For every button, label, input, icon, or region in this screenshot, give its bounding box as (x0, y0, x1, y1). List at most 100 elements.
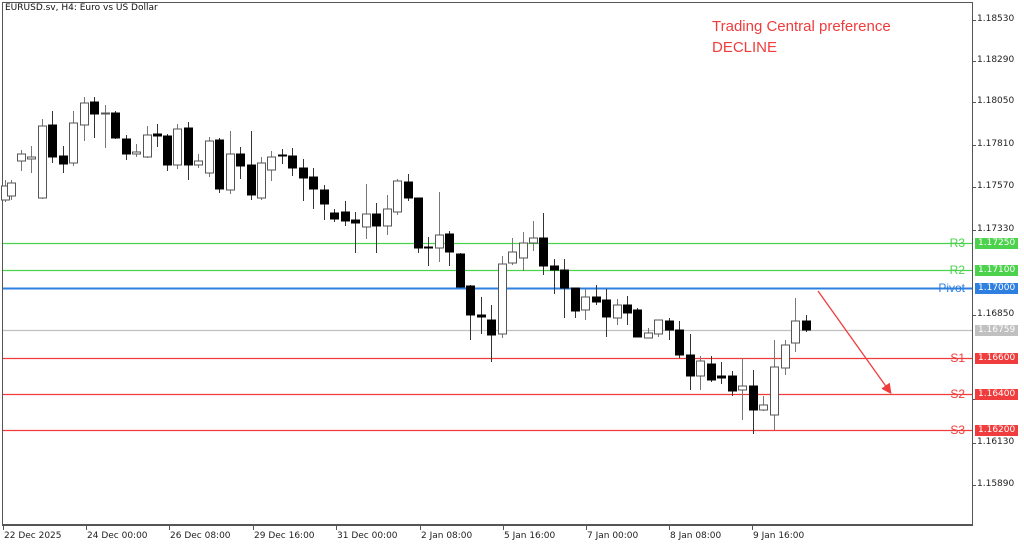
candle (309, 168, 318, 209)
candle (320, 185, 329, 220)
candle (143, 126, 152, 158)
candle (184, 122, 193, 180)
candle (247, 131, 256, 200)
x-axis-tick-label: 2 Jan 08:00 (421, 531, 473, 541)
y-axis-tick-label: 1.17570 (977, 181, 1015, 191)
candle (27, 146, 36, 173)
price-badge-s2: 1.16400 (975, 389, 1018, 400)
y-axis-tick-label: 1.18290 (977, 55, 1015, 65)
candle (299, 159, 308, 201)
candle (163, 134, 172, 171)
candle (539, 213, 548, 275)
x-axis-tick-label: 9 Jan 16:00 (753, 531, 805, 541)
candle (717, 362, 726, 384)
x-axis-tick-label: 5 Jan 16:00 (504, 531, 556, 541)
candle (215, 138, 224, 193)
price-badge-r3: 1.17250 (975, 238, 1018, 249)
price-badge-current: 1.16759 (975, 325, 1018, 336)
price-badge-pivot: 1.17000 (975, 283, 1018, 294)
candle (111, 111, 120, 139)
candle (696, 356, 705, 390)
price-badge-s3: 1.16200 (975, 425, 1018, 436)
x-axis-tick-label: 31 Dec 00:00 (337, 531, 398, 541)
candle (122, 135, 131, 160)
candle (487, 305, 496, 362)
candle (383, 195, 392, 235)
candle (571, 287, 580, 318)
annotation-line-1: Trading Central preference (712, 18, 891, 35)
trading-central-annotation: Trading Central preference DECLINE (712, 16, 891, 58)
candle (654, 319, 663, 337)
candle (288, 148, 297, 176)
level-label-r3: R3 (949, 236, 965, 250)
level-label-s1: S1 (950, 351, 965, 365)
candle (17, 150, 26, 171)
x-axis-tick-label: 7 Jan 00:00 (587, 531, 639, 541)
level-label-r2: R2 (949, 263, 965, 277)
candle (173, 124, 182, 169)
price-badge-r2: 1.17100 (975, 265, 1018, 276)
candle (38, 119, 47, 199)
candle (404, 174, 413, 201)
candle (278, 149, 287, 164)
y-axis-tick-label: 1.16850 (977, 309, 1015, 319)
candle (633, 308, 642, 338)
candle (477, 297, 486, 334)
candle (665, 318, 674, 340)
y-axis-tick-label: 1.17330 (977, 224, 1015, 234)
candle (330, 209, 339, 222)
level-label-pivot: Pivot (938, 281, 965, 295)
chart-plot-area[interactable] (2, 2, 973, 526)
candle (7, 180, 16, 200)
y-axis-tick-label: 1.17810 (977, 139, 1015, 149)
candle (153, 124, 162, 147)
candle (675, 321, 684, 358)
candle (424, 237, 433, 266)
candle (529, 221, 538, 251)
candle (205, 137, 214, 177)
candle (59, 146, 68, 173)
candle (372, 203, 381, 253)
candle (613, 299, 622, 325)
candle (623, 296, 632, 325)
candle (802, 315, 811, 332)
candle (414, 197, 423, 253)
candle (707, 356, 716, 382)
candle (644, 328, 653, 339)
candle (498, 256, 507, 338)
candle (80, 97, 89, 141)
x-axis-tick-label: 29 Dec 16:00 (254, 531, 315, 541)
candle (351, 212, 360, 253)
candle (519, 232, 528, 271)
x-axis-tick-label: 26 Dec 08:00 (170, 531, 231, 541)
price-badge-s1: 1.16600 (975, 353, 1018, 364)
candle (435, 192, 444, 262)
y-axis-tick-label: 1.15890 (977, 479, 1015, 489)
candle (194, 154, 203, 168)
candle (602, 289, 611, 337)
candle (770, 340, 779, 430)
candle (508, 238, 517, 265)
candle (226, 131, 235, 194)
annotation-line-2: DECLINE (712, 39, 778, 56)
candle (749, 370, 758, 434)
candle (341, 201, 350, 226)
candle (101, 105, 110, 148)
decline-arrow-icon (817, 290, 892, 395)
candle (236, 147, 245, 179)
candle (738, 358, 747, 420)
y-axis-tick-label: 1.16130 (977, 437, 1015, 447)
candle (69, 111, 78, 166)
candle (759, 396, 768, 411)
candle (686, 334, 695, 390)
candle (90, 97, 99, 138)
candle (445, 231, 454, 266)
level-label-s2: S2 (950, 387, 965, 401)
candle (267, 151, 276, 181)
x-axis-tick-label: 24 Dec 00:00 (87, 531, 148, 541)
level-label-s3: S3 (950, 423, 965, 437)
candle (791, 298, 800, 352)
candle (132, 144, 141, 157)
chart-title: EURUSD.sv, H4: Euro vs US Dollar (5, 3, 158, 13)
